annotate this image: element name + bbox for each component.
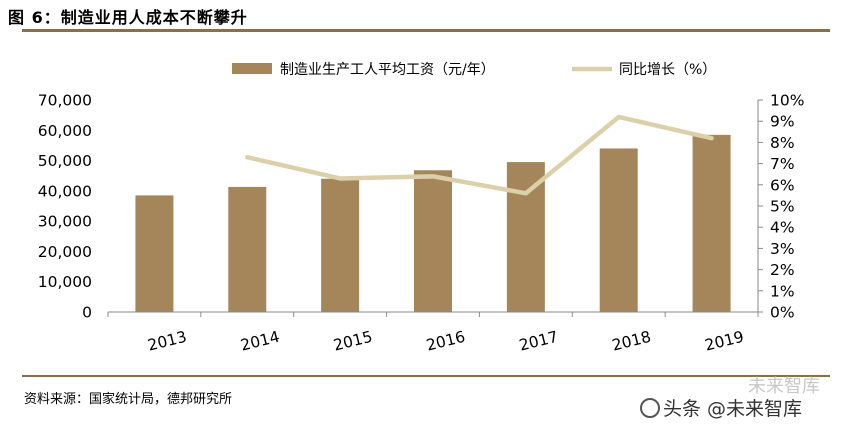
legend-swatch-bar [232,63,272,74]
axes [107,99,763,317]
y-right-tick-label: 1% [770,282,795,300]
legend-label-bar: 制造业生产工人平均工资（元/年） [280,62,495,78]
bars [135,134,731,312]
y-left-tick-label: 40,000 [38,182,92,200]
y-left-tick-label: 60,000 [38,122,92,140]
x-tick-labels: 2013 2014 2015 2016 2017 2018 2019 [146,328,746,355]
y-left-tick-label: 50,000 [38,152,92,170]
y-right-tick-label: 10% [770,92,804,110]
x-tick-label: 2014 [239,328,282,355]
bar-2019 [692,134,731,312]
bar-2013 [135,195,174,312]
y-right-tick-label: 8% [770,134,795,152]
bottom-rule [22,375,830,377]
x-tick-label: 2013 [146,328,189,355]
source-note: 资料来源：国家统计局，德邦研究所 [24,392,233,407]
y-right-tick-label: 4% [770,219,795,237]
bar-2016 [414,170,452,312]
y-left-tick-labels: 0 10,000 20,000 30,000 40,000 50,000 60,000 70,… [38,92,92,322]
y-right-tick-label: 2% [770,261,795,279]
line-layer [245,114,714,196]
y-left-tick-label: 20,000 [38,243,92,261]
y-right-tick-labels: 0% 1% 2% 3% 4% 5% 6% 7% 8% 9% 10% [770,92,804,322]
watermark-logo-icon [640,398,660,418]
y-right-tick-label: 3% [770,240,795,258]
x-tick-label: 2015 [332,328,375,355]
legend-label-line: 同比增长（%） [619,62,716,78]
x-tick-label: 2016 [424,328,467,355]
y-left-tick-label: 10,000 [38,273,92,291]
bar-2014 [228,186,267,312]
top-rule [22,29,830,32]
y-left-tick-label: 70,000 [38,92,92,110]
bar-2015 [321,178,360,312]
y-right-tick-label: 0% [770,304,795,322]
y-right-tick-label: 6% [770,176,795,194]
legend: 制造业生产工人平均工资（元/年） 同比增长（%） [232,62,716,78]
x-tick-label: 2019 [703,328,746,355]
watermark: 头条 @未来智库 [640,394,802,421]
x-tick-label: 2018 [610,328,653,355]
x-tick-label: 2017 [517,328,560,355]
y-left-tick-label: 30,000 [38,213,92,231]
watermark-text: 头条 @未来智库 [663,398,803,420]
y-left-tick-label: 0 [82,304,92,322]
y-right-tick-label: 9% [770,113,795,131]
y-right-tick-label: 5% [770,198,795,216]
figure-title: 图 6：制造业用人成本不断攀升 [8,8,248,27]
y-right-tick-label: 7% [770,155,795,173]
growth-line [245,114,714,196]
bar-2017 [506,162,545,312]
bar-2018 [599,148,638,312]
watermark-faint: 未来智库 [748,376,820,397]
